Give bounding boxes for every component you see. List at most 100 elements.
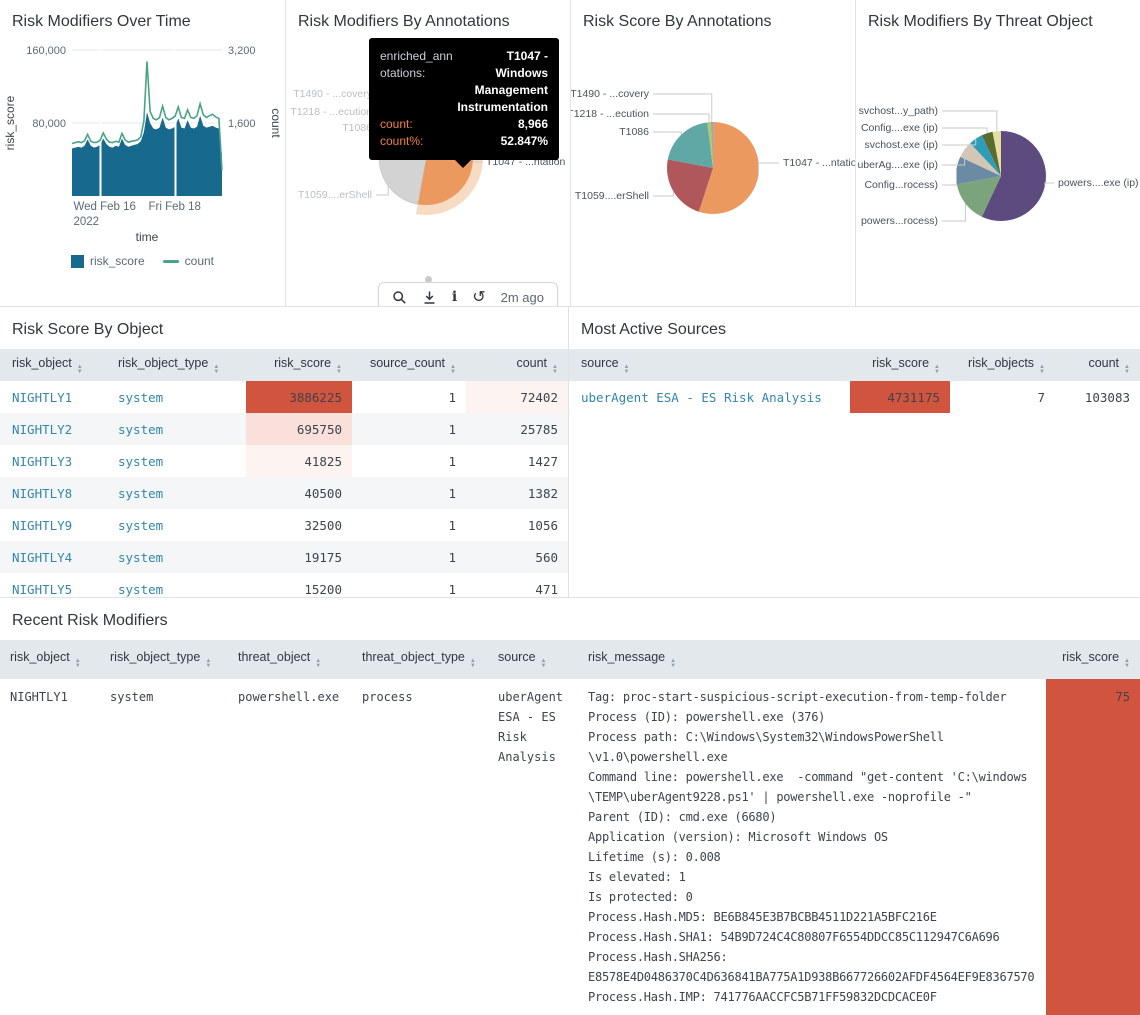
risk-message-line: E8578E4D0486370C4D636841BA775A1D938B6677… (588, 970, 1035, 984)
sort-icon[interactable]: ▲ ▼ (213, 363, 220, 375)
sort-icon[interactable]: ▲ ▼ (1124, 363, 1130, 375)
info-button[interactable]: i (452, 290, 457, 304)
drilldown-link[interactable]: system (118, 453, 164, 469)
column-header-risk_object[interactable]: risk_object ▲ ▼ (0, 349, 108, 381)
risk_object_type-cell: system (108, 541, 246, 573)
drilldown-link[interactable]: system (118, 581, 164, 597)
risk-message-line: Tag: proc-start-suspicious-script-execut… (588, 690, 1007, 704)
drilldown-link[interactable]: NIGHTLY3 (12, 453, 73, 469)
sort-icon[interactable]: ▲ ▼ (76, 363, 83, 375)
drilldown-link[interactable]: uberAgent ESA - ES Risk Analysis (581, 389, 822, 405)
drilldown-link[interactable]: system (118, 517, 164, 533)
drilldown-link[interactable]: system (118, 389, 164, 405)
risk_message-cell: Tag: proc-start-suspicious-script-execut… (578, 679, 1046, 1015)
sort-icon[interactable]: ▲ ▼ (670, 658, 677, 669)
column-header-risk_score[interactable]: risk_score ▲ ▼ (246, 349, 352, 381)
tooltip-countpct-value: 52.847% (500, 134, 548, 148)
search-button[interactable] (392, 290, 407, 305)
table-title: Most Active Sources (581, 321, 726, 338)
svg-text:uberAg....exe (ip): uberAg....exe (ip) (857, 159, 938, 171)
source_count-cell: 1 (448, 517, 456, 533)
sort-icon[interactable]: ▲ ▼ (450, 363, 456, 375)
column-header-label: source (498, 650, 536, 664)
drilldown-link[interactable]: NIGHTLY2 (12, 421, 73, 437)
sort-icon[interactable]: ▲ ▼ (934, 363, 940, 375)
column-header-label: count (1088, 355, 1120, 370)
drilldown-link[interactable]: NIGHTLY9 (12, 517, 73, 533)
column-header-label: count (516, 355, 548, 370)
drilldown-link[interactable]: system (118, 485, 164, 501)
tooltip-field-row: enriched_annotations: T1047 - Windows Ma… (380, 48, 548, 116)
svg-text:Config...rocess): Config...rocess) (864, 179, 938, 191)
risk-message-line: Process (ID): powershell.exe (376) (588, 710, 826, 724)
svg-text:T1490 - ...covery: T1490 - ...covery (571, 88, 650, 100)
drilldown-link[interactable]: NIGHTLY4 (12, 549, 73, 565)
risk_object-cell: NIGHTLY4 (0, 541, 108, 573)
column-header-count[interactable]: count ▲ ▼ (1055, 349, 1140, 381)
column-header-source_count[interactable]: source_count ▲ ▼ (352, 349, 466, 381)
column-header-risk_object[interactable]: risk_object ▲ ▼ (0, 640, 100, 679)
drilldown-link[interactable]: NIGHTLY1 (12, 389, 73, 405)
risk_object-cell: NIGHTLY2 (0, 413, 108, 445)
table-title: Risk Score By Object (12, 321, 164, 338)
source_count-cell: 1 (448, 549, 456, 565)
drilldown-link[interactable]: NIGHTLY5 (12, 581, 73, 597)
panel-title: Risk Score By Annotations (583, 13, 772, 30)
download-button[interactable] (422, 290, 437, 305)
sort-icon[interactable]: ▲ ▼ (552, 363, 558, 375)
svg-text:T1490 - ...covery: T1490 - ...covery (293, 88, 373, 100)
svg-text:T1059....erShell: T1059....erShell (298, 189, 372, 201)
legend-item-count[interactable]: count (162, 254, 215, 268)
legend-label: risk_score (89, 254, 145, 268)
column-header-risk_object_type[interactable]: risk_object_type ▲ ▼ (108, 349, 246, 381)
svg-text:T1218 - ...ecution: T1218 - ...ecution (290, 106, 372, 118)
chart-legend: risk_score count (0, 254, 285, 268)
svg-text:powers....exe (ip): powers....exe (ip) (1058, 177, 1139, 189)
sort-icon[interactable]: ▲ ▼ (623, 363, 630, 375)
risk-modifiers-by-threat-object-pie[interactable]: svchost...y_path) Config....exe (ip) svcho… (856, 0, 1140, 306)
sort-icon[interactable]: ▲ ▼ (540, 658, 547, 669)
dashboard-top-row: Risk Modifiers Over Time 80,000 160,000 1,… (0, 0, 1140, 307)
risk-message-line: Command line: powershell.exe -command "g… (588, 770, 1028, 784)
sort-icon[interactable]: ▲ ▼ (336, 363, 342, 375)
risk-modifiers-over-time-chart[interactable]: 80,000 160,000 1,600 3,200 Wed Feb 16 2022 Fri… (0, 34, 285, 264)
legend-label: count (184, 254, 215, 268)
column-header-count[interactable]: count ▲ ▼ (466, 349, 568, 381)
source-cell: uberAgent ESA - ES Risk Analysis (498, 690, 564, 764)
table-row: NIGHTLY5 system 15200 1 471 (0, 573, 568, 605)
drilldown-link[interactable]: NIGHTLY8 (12, 485, 73, 501)
download-icon (424, 291, 435, 304)
drilldown-link[interactable]: system (118, 549, 164, 565)
column-header-threat_object[interactable]: threat_object ▲ ▼ (228, 640, 352, 679)
column-header-label: risk_object_type (118, 355, 209, 370)
column-header-risk_message[interactable]: risk_message ▲ ▼ (578, 640, 1046, 679)
legend-item-risk_score[interactable]: risk_score (70, 254, 145, 268)
sort-icon[interactable]: ▲ ▼ (74, 658, 81, 669)
column-header-threat_object_type[interactable]: threat_object_type ▲ ▼ (352, 640, 488, 679)
source_count-cell: 1 (448, 421, 456, 437)
svg-text:powers...rocess): powers...rocess) (861, 215, 938, 227)
column-header-label: risk_score (872, 355, 930, 370)
drilldown-link[interactable]: system (118, 421, 164, 437)
column-header-risk_objects[interactable]: risk_objects ▲ ▼ (950, 349, 1055, 381)
dashboard-middle-row: Risk Score By Object risk_object ▲ ▼ risk_o… (0, 307, 1140, 598)
table-header-row: source ▲ ▼ risk_score ▲ ▼ risk_objects ▲ ▼ count ▲… (569, 349, 1140, 381)
refresh-button[interactable]: ↺ (472, 289, 485, 305)
column-header-source[interactable]: source ▲ ▼ (488, 640, 578, 679)
sort-icon[interactable]: ▲ ▼ (315, 658, 322, 669)
chart-tooltip: enriched_annotations: T1047 - Windows Ma… (369, 38, 559, 168)
count-cell: 471 (535, 581, 558, 597)
sort-icon[interactable]: ▲ ▼ (205, 658, 212, 669)
column-header-source[interactable]: source ▲ ▼ (569, 349, 850, 381)
tooltip-count-value: 8,966 (517, 117, 548, 131)
risk-score-by-annotations-pie[interactable]: T1490 - ...covery T1218 - ...ecution T1086… (571, 0, 855, 306)
column-header-risk_score[interactable]: risk_score ▲ ▼ (1046, 640, 1140, 679)
risk-message-line: Application (version): Microsoft Windows… (588, 830, 888, 844)
column-header-label: risk_object_type (110, 650, 201, 664)
column-header-risk_object_type[interactable]: risk_object_type ▲ ▼ (100, 640, 228, 679)
sort-icon[interactable]: ▲ ▼ (1039, 363, 1045, 375)
risk_object_type-cell: system (110, 690, 154, 704)
column-header-risk_score[interactable]: risk_score ▲ ▼ (850, 349, 950, 381)
sort-icon[interactable]: ▲ ▼ (469, 658, 476, 669)
sort-icon[interactable]: ▲ ▼ (1124, 658, 1130, 669)
